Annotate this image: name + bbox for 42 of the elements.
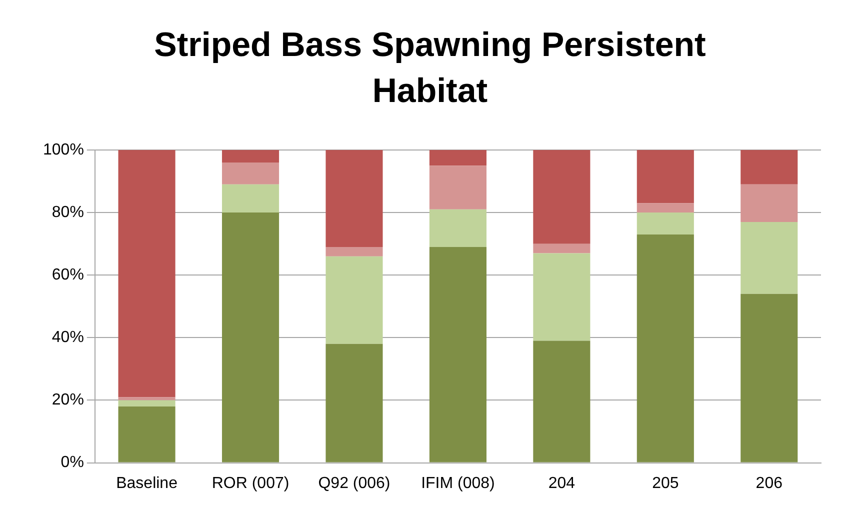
bar (326, 256, 383, 344)
bar (118, 406, 176, 462)
x-tick-label: 205 (652, 474, 679, 492)
bar (222, 162, 280, 184)
y-tick-label: 0% (60, 454, 84, 472)
y-tick-label: 100% (43, 141, 84, 158)
bar (222, 150, 280, 163)
bar (429, 209, 486, 247)
y-tick-label: 20% (52, 392, 84, 409)
y-tick-label: 80% (52, 204, 84, 221)
x-tick-label: Baseline (116, 474, 178, 492)
bar (636, 234, 694, 462)
bar (636, 150, 694, 204)
bar (118, 400, 176, 406)
bar (533, 244, 590, 254)
bar (429, 150, 486, 166)
bar (740, 222, 798, 294)
bar (429, 246, 486, 462)
bar (740, 294, 798, 462)
bar (740, 184, 798, 222)
bar (118, 397, 176, 400)
bar (636, 212, 694, 234)
bar (533, 150, 590, 244)
bar (740, 150, 798, 184)
x-tick-label: IFIM (008) (421, 474, 495, 492)
bar (429, 166, 486, 210)
bar (533, 340, 590, 462)
bar (326, 344, 383, 462)
bar (326, 150, 383, 247)
x-tick-label: Q92 (006) (318, 474, 390, 492)
bar (222, 184, 280, 213)
y-tick-label: 60% (52, 266, 84, 284)
y-tick-label: 40% (52, 329, 84, 346)
chart-title: Striped Bass Spawning Persistent Habitat (153, 25, 707, 112)
x-tick-label: 204 (548, 474, 576, 492)
bar (222, 212, 280, 462)
x-tick-label: ROR (007) (212, 474, 290, 492)
bar (636, 203, 694, 213)
bar (118, 150, 176, 398)
bar (533, 253, 590, 341)
x-tick-label: 206 (756, 474, 783, 492)
bar (326, 246, 383, 256)
